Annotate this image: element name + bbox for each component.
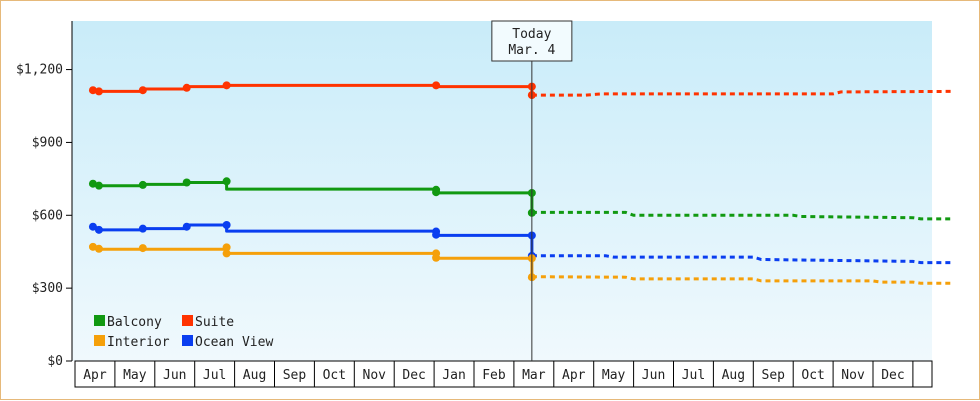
data-point-suite bbox=[432, 81, 441, 90]
x-tick-label: Apr bbox=[83, 368, 107, 383]
x-tick-label: Jun bbox=[642, 368, 665, 383]
x-tick-label: Nov bbox=[841, 368, 865, 383]
y-tick-label: $600 bbox=[32, 208, 63, 223]
series-forecast-suite bbox=[531, 89, 953, 97]
x-tick-label: Jun bbox=[163, 368, 186, 383]
x-tick-label: Dec bbox=[402, 368, 425, 383]
legend: Balcony Suite Interior Ocean View bbox=[94, 315, 273, 350]
x-tick-label: Aug bbox=[243, 368, 266, 383]
data-point-ocean-view bbox=[138, 224, 147, 233]
data-point-ocean-view bbox=[432, 230, 441, 239]
x-tick-label: May bbox=[602, 368, 626, 383]
data-point-balcony bbox=[94, 181, 103, 190]
plot-background bbox=[72, 21, 932, 361]
axes-layer: $0 $300 $600 $900 $1,200 Apr May Jun Jul Aug Sep Oc… bbox=[16, 21, 933, 388]
y-tick-label: $900 bbox=[32, 135, 63, 150]
data-point-ocean-view bbox=[88, 222, 97, 231]
x-tick-label: Jul bbox=[682, 368, 705, 383]
data-point-interior bbox=[222, 243, 231, 252]
series-forecast-balcony bbox=[531, 210, 953, 221]
x-tick-label: Sep bbox=[762, 368, 786, 383]
legend-swatch-interior bbox=[94, 335, 105, 346]
data-point-suite bbox=[222, 81, 231, 90]
data-point-suite bbox=[138, 86, 147, 95]
x-tick-label: May bbox=[123, 368, 147, 383]
x-tick-label: Apr bbox=[562, 368, 586, 383]
x-tick-label: Nov bbox=[363, 368, 387, 383]
legend-swatch-ocean-view bbox=[182, 335, 193, 346]
data-point-suite bbox=[94, 87, 103, 96]
y-tick-label: $0 bbox=[47, 354, 63, 369]
data-point-ocean-view bbox=[222, 221, 231, 229]
today-date: Mar. 4 bbox=[508, 43, 555, 58]
data-point-balcony bbox=[182, 178, 191, 187]
x-tick-label: Jan bbox=[442, 368, 465, 383]
legend-swatch-balcony bbox=[94, 315, 105, 326]
data-point-interior bbox=[94, 244, 103, 253]
data-point-interior bbox=[138, 244, 147, 253]
legend-label-balcony: Balcony bbox=[107, 315, 162, 330]
today-label: Today bbox=[512, 27, 551, 42]
today-box bbox=[491, 20, 573, 62]
y-tick-label: $1,200 bbox=[16, 63, 63, 78]
legend-swatch-suite bbox=[182, 315, 193, 326]
x-tick-label: Oct bbox=[323, 368, 346, 383]
x-tick-label: Sep bbox=[283, 368, 307, 383]
data-point-interior bbox=[432, 253, 441, 262]
data-point-balcony bbox=[432, 188, 441, 197]
data-point-balcony bbox=[138, 180, 147, 189]
x-tick-label: Mar bbox=[522, 368, 546, 383]
data-point-suite bbox=[88, 86, 97, 95]
legend-label-ocean-view: Ocean View bbox=[195, 335, 273, 350]
series-forecast-ocean-view bbox=[531, 254, 953, 265]
x-tick-label: Oct bbox=[801, 368, 824, 383]
data-point-ocean-view bbox=[94, 225, 103, 234]
x-tick-label: Feb bbox=[482, 368, 506, 383]
x-tick-label: Dec bbox=[881, 368, 904, 383]
data-point-interior bbox=[222, 249, 231, 258]
legend-label-interior: Interior bbox=[107, 335, 170, 350]
x-tick-label: Aug bbox=[722, 368, 745, 383]
legend-label-suite: Suite bbox=[195, 315, 234, 330]
data-point-balcony bbox=[222, 177, 231, 186]
series-layer bbox=[88, 81, 953, 285]
data-point-ocean-view bbox=[182, 222, 191, 231]
x-tick-label: Jul bbox=[203, 368, 226, 383]
y-tick-label: $300 bbox=[32, 281, 63, 296]
data-point-suite bbox=[182, 83, 191, 92]
x-axis-band bbox=[74, 360, 933, 388]
